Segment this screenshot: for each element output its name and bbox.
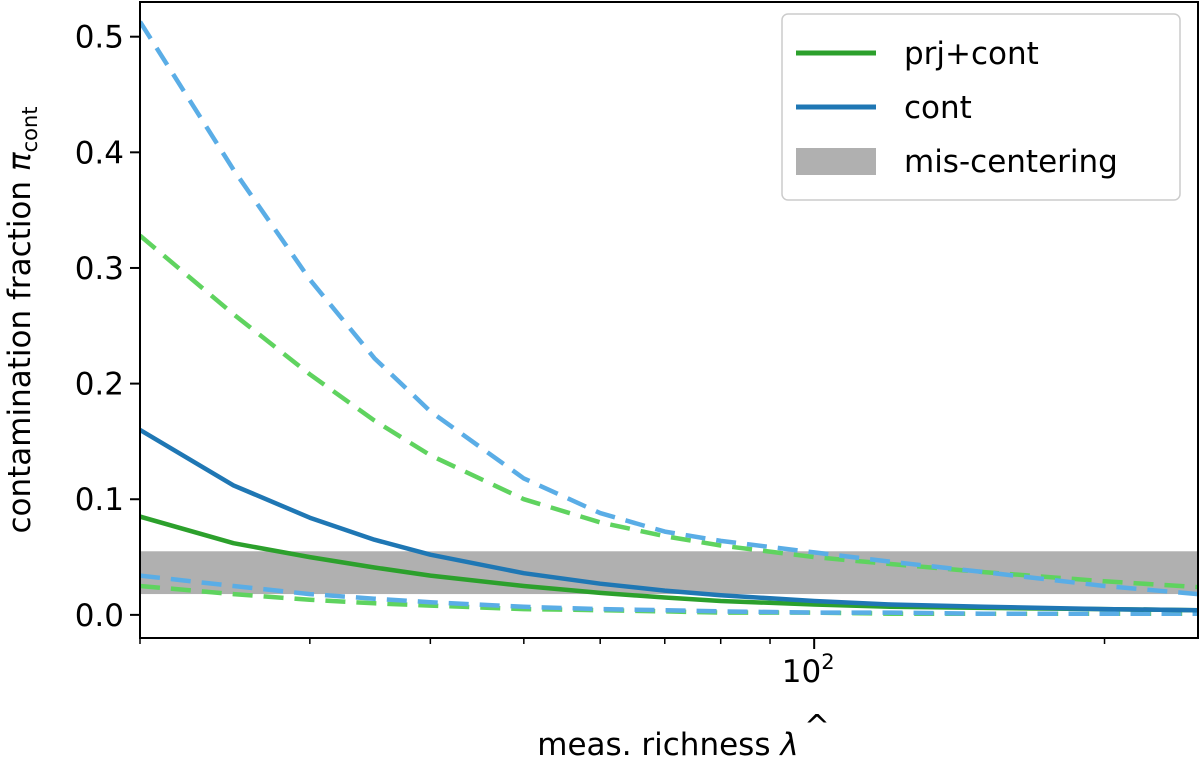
mis-centering-band [140, 551, 1198, 595]
legend-label-cont: cont [904, 90, 972, 126]
y-axis-title: contamination fraction πcont [2, 106, 42, 533]
y-tick-label: 0.1 [75, 482, 124, 518]
x-axis-symbol: λ [778, 727, 798, 762]
y-axis-label: contamination fraction [2, 181, 38, 534]
legend: prj+cont cont mis-centering [781, 13, 1181, 201]
legend-swatch-mis-centering [796, 148, 876, 175]
series-line-prj-cont-upper [140, 233, 1198, 590]
legend-box [781, 13, 1181, 201]
legend-label-mis-centering: mis-centering [904, 144, 1118, 180]
x-axis-label: meas. richness [537, 727, 770, 762]
x-axis-title: meas. richness λ [537, 727, 798, 762]
y-axis-subscript: cont [18, 106, 42, 152]
y-axis-symbol: π [2, 151, 38, 171]
plot-frame [139, 1, 1199, 639]
x-tick-label-base: 10 [782, 654, 821, 690]
x-tick-label: 102 [782, 650, 835, 690]
x-tick-label-exponent: 2 [821, 650, 834, 674]
series-line-cont [140, 427, 1198, 613]
y-tick-label: 0.5 [75, 20, 124, 56]
y-tick-label: 0.2 [75, 367, 124, 403]
y-tick-label: 0.0 [75, 598, 124, 634]
legend-label-prj-cont: prj+cont [904, 36, 1039, 72]
x-axis-symbol-hat: ^ [804, 709, 830, 745]
series-line-cont-upper [140, 20, 1198, 597]
y-tick-label: 0.3 [75, 251, 124, 287]
y-tick-label: 0.4 [75, 135, 124, 171]
